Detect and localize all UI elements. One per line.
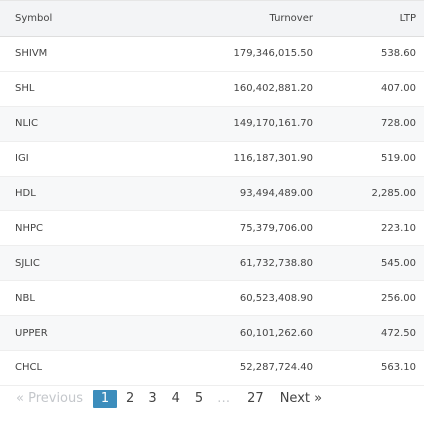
cell-symbol: SHIVM: [15, 48, 48, 60]
table-row: HDL 93,494,489.00 2,285.00: [0, 176, 424, 212]
cell-ltp: 538.60: [381, 48, 416, 60]
page-button-5[interactable]: 5: [194, 391, 204, 406]
cell-symbol: NBL: [15, 292, 35, 304]
cell-turnover: 60,523,408.90: [239, 292, 313, 304]
pagination-ellipsis: …: [217, 391, 231, 406]
cell-ltp: 256.00: [381, 292, 416, 304]
cell-turnover: 60,101,262.60: [239, 327, 313, 339]
cell-symbol: NHPC: [15, 222, 44, 234]
cell-symbol: IGI: [15, 153, 29, 165]
cell-turnover: 160,402,881.20: [233, 83, 313, 95]
cell-symbol: CHCL: [15, 362, 43, 374]
cell-turnover: 149,170,161.70: [233, 118, 313, 130]
next-page-button[interactable]: Next »: [279, 391, 323, 406]
header-turnover[interactable]: Turnover: [269, 13, 313, 24]
table-header: Symbol Turnover LTP: [0, 1, 424, 37]
table-row: CHCL 52,287,724.40 563.10: [0, 351, 424, 386]
cell-symbol: NLIC: [15, 118, 38, 130]
cell-turnover: 179,346,015.50: [233, 48, 313, 60]
page-button-3[interactable]: 3: [148, 391, 157, 406]
table-row: NHPC 75,379,706.00 223.10: [0, 211, 424, 247]
table-row: SHIVM 179,346,015.50 538.60: [0, 37, 424, 72]
cell-ltp: 472.50: [381, 327, 416, 339]
cell-turnover: 75,379,706.00: [239, 222, 313, 234]
cell-symbol: UPPER: [15, 327, 48, 339]
table-row: SHL 160,402,881.20 407.00: [0, 72, 424, 107]
table-row: IGI 116,187,301.90 519.00: [0, 142, 424, 177]
page-button-27[interactable]: 27: [247, 391, 264, 406]
header-symbol[interactable]: Symbol: [15, 13, 53, 24]
turnover-table: Symbol Turnover LTP SHIVM 179,346,015.50…: [0, 0, 424, 386]
cell-symbol: HDL: [15, 188, 36, 199]
cell-ltp: 223.10: [381, 222, 416, 234]
cell-ltp: 728.00: [381, 118, 416, 130]
page-button-2[interactable]: 2: [126, 391, 135, 406]
cell-turnover: 61,732,738.80: [239, 257, 313, 269]
cell-symbol: SHL: [15, 83, 35, 95]
previous-page-button[interactable]: « Previous: [16, 391, 84, 406]
table-row: SJLIC 61,732,738.80 545.00: [0, 246, 424, 282]
cell-ltp: 519.00: [381, 153, 416, 165]
cell-ltp: 2,285.00: [371, 188, 416, 199]
cell-ltp: 407.00: [381, 83, 416, 95]
pagination: « Previous 1 2 3 4 5 … 27 Next »: [0, 388, 424, 410]
cell-turnover: 52,287,724.40: [239, 362, 313, 374]
page-button-4[interactable]: 4: [171, 391, 180, 406]
cell-ltp: 563.10: [381, 362, 416, 374]
table-row: UPPER 60,101,262.60 472.50: [0, 316, 424, 352]
cell-symbol: SJLIC: [15, 257, 40, 269]
table-row: NLIC 149,170,161.70 728.00: [0, 106, 424, 142]
header-ltp[interactable]: LTP: [399, 13, 416, 24]
cell-turnover: 93,494,489.00: [239, 188, 313, 199]
cell-ltp: 545.00: [381, 257, 416, 269]
table-row: NBL 60,523,408.90 256.00: [0, 281, 424, 317]
page-button-1[interactable]: 1: [93, 390, 118, 408]
cell-turnover: 116,187,301.90: [233, 153, 313, 165]
